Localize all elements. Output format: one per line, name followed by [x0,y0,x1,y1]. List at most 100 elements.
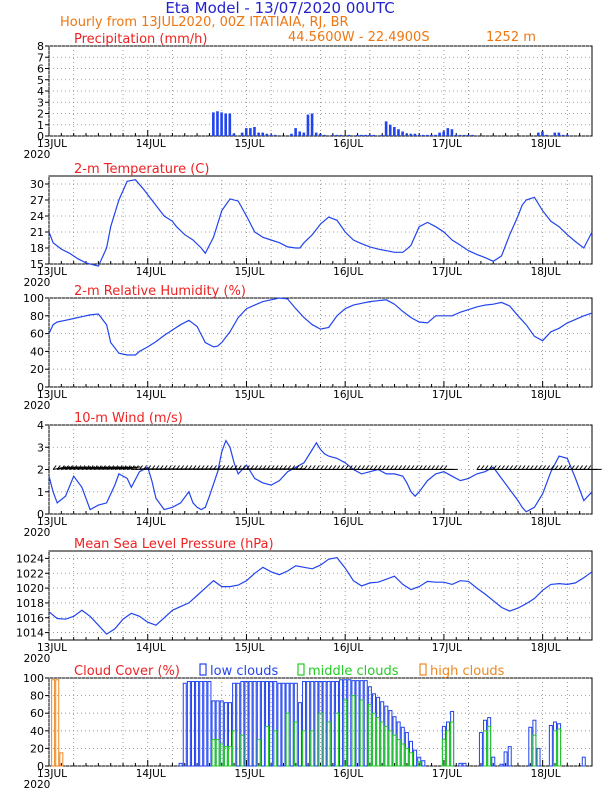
wind-barb-flag [274,465,279,470]
wind-barb-flag [303,465,308,470]
wind-barb-flag [505,465,510,470]
wind-barb-flag [81,465,86,470]
precip-bar [314,132,318,136]
cloud-bar-middle-clouds [367,703,372,767]
wind-barb [122,466,137,470]
precip-bar [261,132,265,136]
cloud-bar-middle-clouds [557,728,562,767]
wind-barb-flag [184,465,189,470]
cloud-bar-low-clouds [339,679,344,767]
mslp-ytick-label: 1022 [16,567,44,580]
wind-barb-flag [501,465,505,470]
wind-barb-flag [283,465,287,470]
cloud-bar-middle-clouds [219,743,224,767]
precip-bar [253,127,256,136]
wind-barb [110,466,124,470]
cloud-bar-middle-clouds [483,730,488,767]
mslp-xlabel: 16JUL [333,642,363,654]
mslp-title: Mean Sea Level Pressure (hPa) [74,537,274,552]
wind-barb-flag [427,465,431,470]
cloud-bar-low-clouds [478,732,483,767]
wind-barb-flag [241,465,246,470]
header-title: Eta Model - 13/07/2020 00UTC [165,0,394,17]
wind-barb-flag [377,465,382,470]
wind-barb-flag [509,465,514,470]
wind-barb [102,466,116,470]
wind-barb-flag [122,465,127,470]
wind-line [48,439,593,513]
wind-barb-flag [126,465,131,470]
wind-barb-flag [361,465,366,470]
precip-bar [413,133,417,136]
wind-title: 10-m Wind (m/s) [74,411,183,426]
wind-barb-flag [291,465,296,470]
precip-bar [310,113,314,136]
precip-bar [561,134,565,136]
precip-bar [273,134,277,136]
wind-barb-flag [344,465,349,470]
wind-barb-flag [176,465,180,470]
cloud-bar-middle-clouds [441,739,446,767]
wind-barb-flag [85,465,90,470]
temp-xlabel: 17JUL [432,266,462,278]
wind-barb-flag [443,465,448,470]
wind-barb-flag [196,465,201,470]
precip-bar [401,131,404,136]
wind-barb-flag [562,465,567,470]
cloud-bar-low-clouds [499,763,504,767]
cloud-bar-low-clouds [581,756,586,767]
cloud-xlabel: 13JUL [37,768,67,780]
wind-barb-flag [266,465,271,470]
wind-barb-flag [118,465,123,470]
wind-barb [106,466,120,470]
wind-barb-flag [221,465,226,470]
precip-bar [537,132,540,136]
cloud-bar-low-clouds [203,681,208,767]
wind-barb-flag [480,465,485,470]
wind-barb-flag [114,465,119,470]
cloud-bar-low-clouds [289,682,294,767]
wind-barb-flag [332,465,337,470]
wind-barb-flag [353,465,357,470]
cloud-xlabel: 14JUL [136,768,166,780]
wind-barb-flag [492,465,497,470]
rh-xlabel: 16JUL [333,389,363,401]
cloud-bar-middle-clouds [293,721,298,767]
wind-barb [53,466,67,470]
wind-barb-flag [89,465,94,470]
wind-barb-flag [521,465,526,470]
precip-bar [339,134,343,136]
wind-barb-flag [134,465,139,470]
wind-barb-flag [340,465,345,470]
cloud-bar-low-clouds [306,681,311,767]
wind-barb-flag [192,465,197,470]
wind-barb-flag [422,465,427,470]
wind-barb-flag [172,465,176,470]
cloud-bar-low-clouds [236,682,241,767]
precip-bar [471,134,474,136]
precip-bar [393,127,396,136]
precip-ytick-label: 8 [37,40,44,53]
cloud-bar-low-clouds [491,756,496,767]
precip-bar [397,129,400,136]
precip-bar [356,134,359,136]
precip-bar [302,132,306,136]
precip-bar [298,131,302,136]
cloud-bar-low-clouds [413,749,418,767]
rh-ytick-label: 60 [30,328,44,341]
wind-barb [118,466,133,470]
wind-barb-flag [262,465,267,470]
wind-barb [98,466,112,470]
cloud-bar-low-clouds [330,681,335,767]
precip-xlabel: 14JUL [136,138,166,150]
wind-barb-flag [217,465,222,470]
precip-bar [265,133,269,136]
wind-barb-flag [147,465,152,470]
wind-barb-flag [546,465,551,470]
wind-barb [61,466,75,470]
precip-ytick-label: 1 [37,119,44,132]
precip-bar [240,132,244,136]
temp-ytick-label: 18 [30,242,44,255]
temp-xlabel: 18JUL [531,266,561,278]
